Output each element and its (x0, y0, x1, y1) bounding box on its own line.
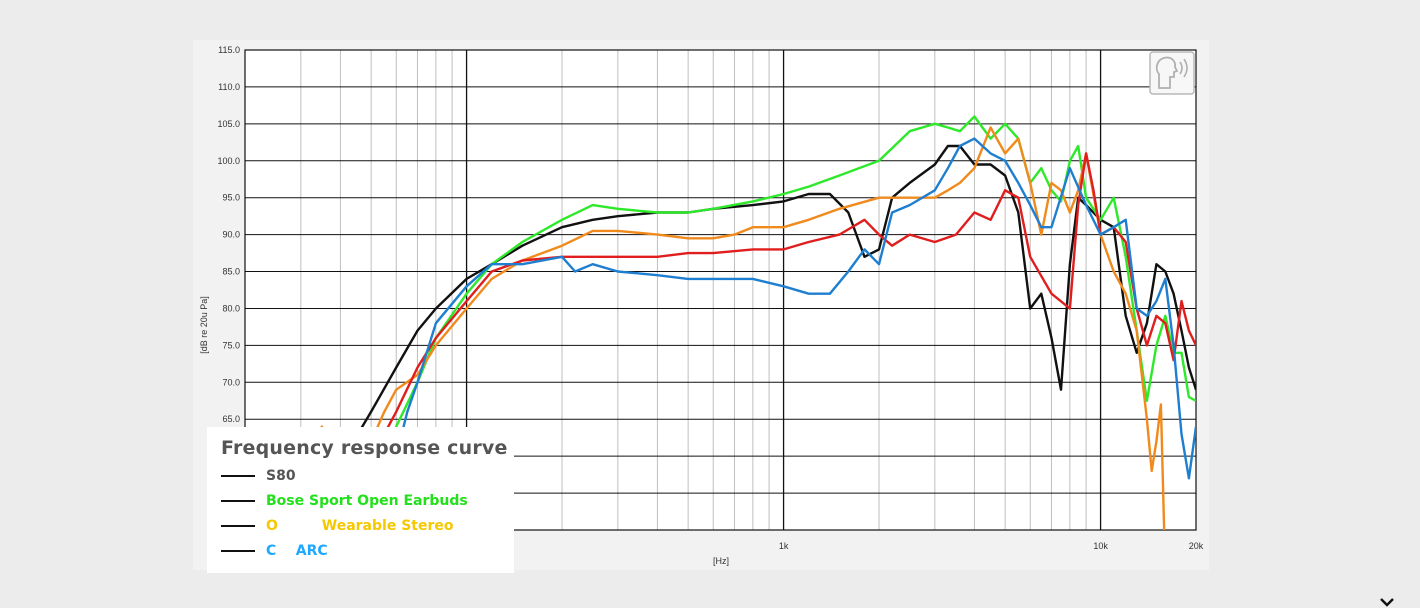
x-axis-label: [Hz] (713, 556, 729, 566)
y-tick-label: 85.0 (222, 267, 240, 277)
legend-line-swatch (221, 474, 255, 477)
y-tick-label: 110.0 (218, 82, 240, 92)
y-tick-label: 95.0 (222, 193, 240, 203)
chevron-down-icon[interactable] (1379, 596, 1395, 608)
legend-item: C ARC (221, 538, 514, 563)
legend-label: Bose Sport Open Earbuds (266, 492, 468, 509)
y-tick-label: 100.0 (217, 156, 240, 166)
x-tick-label: 10k (1093, 541, 1108, 551)
legend-item: S80 (221, 463, 514, 488)
legend-item: O Wearable Stereo (221, 513, 514, 538)
legend: Frequency response curve S80 Bose Sport … (207, 427, 514, 573)
y-tick-labels: 115.0 110.0 105.0 100.0 95.0 90.0 85.0 80.0 75.0… (217, 45, 240, 461)
y-tick-label: 105.0 (217, 119, 240, 129)
y-axis-label: [dB re 20u Pa] (199, 296, 209, 354)
y-tick-label: 70.0 (222, 377, 240, 387)
x-tick-labels: 1k 10k 20k (779, 541, 1204, 551)
legend-label: O Wearable Stereo (266, 517, 454, 534)
legend-item: Bose Sport Open Earbuds (221, 488, 514, 513)
legend-line-swatch (221, 524, 255, 527)
x-tick-label: 20k (1189, 541, 1204, 551)
legend-title: Frequency response curve (221, 437, 508, 459)
head-speaker-icon (1149, 51, 1195, 95)
legend-line-swatch (221, 499, 255, 502)
x-tick-label: 1k (779, 541, 789, 551)
series-line-3 (245, 152, 1196, 495)
y-tick-label: 80.0 (222, 303, 240, 313)
y-tick-label: 75.0 (222, 340, 240, 350)
plot-border (244, 49, 1197, 531)
legend-label: C ARC (266, 542, 328, 559)
legend-label: S80 (266, 467, 296, 484)
series-line-4 (245, 137, 1196, 524)
y-tick-label: 90.0 (222, 230, 240, 240)
y-tick-label: 115.0 (218, 45, 240, 55)
y-tick-label: 65.0 (222, 414, 240, 424)
legend-line-swatch (221, 549, 255, 552)
